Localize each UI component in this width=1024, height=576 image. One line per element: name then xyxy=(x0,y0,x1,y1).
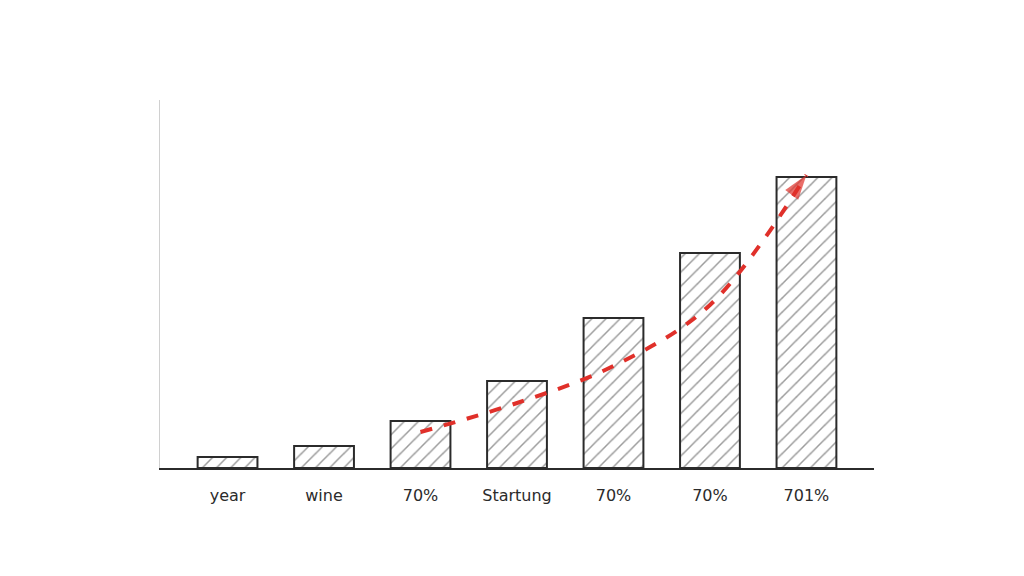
svg-text:701%: 701% xyxy=(784,486,830,505)
svg-text:70%: 70% xyxy=(403,486,439,505)
svg-text:70%: 70% xyxy=(596,486,632,505)
svg-text:year: year xyxy=(210,486,246,505)
svg-text:wine: wine xyxy=(305,486,343,505)
svg-text:70%: 70% xyxy=(692,486,728,505)
svg-text:Startung: Startung xyxy=(482,486,552,505)
